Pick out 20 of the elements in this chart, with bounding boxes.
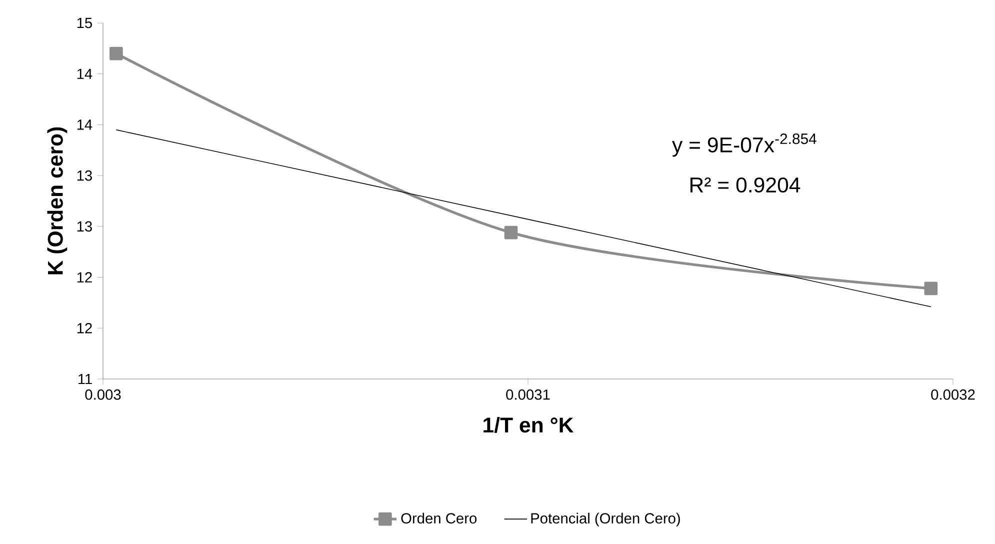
annotation: R² = 0.9204 [690,177,800,193]
y-tick-label: 12 [77,323,92,334]
legend-label: Orden Cero [401,512,477,524]
y-tick-label: 14 [77,120,92,130]
point [110,46,123,60]
legend-label: Potencial (Orden Cero) [531,512,680,526]
y-axis-title: K (Orden cero) [47,127,68,274]
x-tick-label: 0.0031 [506,389,550,400]
point [924,282,938,296]
point [504,226,518,240]
y-tick-label: 15 [77,18,92,28]
x-axis-title: 1/T en °K [484,416,574,433]
x-tick-label: 0.003 [85,389,121,400]
x-tick-label: 0.0032 [931,389,975,400]
y-tick-label: 12 [77,272,92,282]
y-tick-label: 13 [77,221,92,232]
y-tick-label: 13 [77,170,92,181]
annotation: y = 9E-07x$^{-2.854}$ [672,133,816,157]
y-tick-label: 14 [77,68,92,79]
y-tick-label: 11 [78,374,92,384]
